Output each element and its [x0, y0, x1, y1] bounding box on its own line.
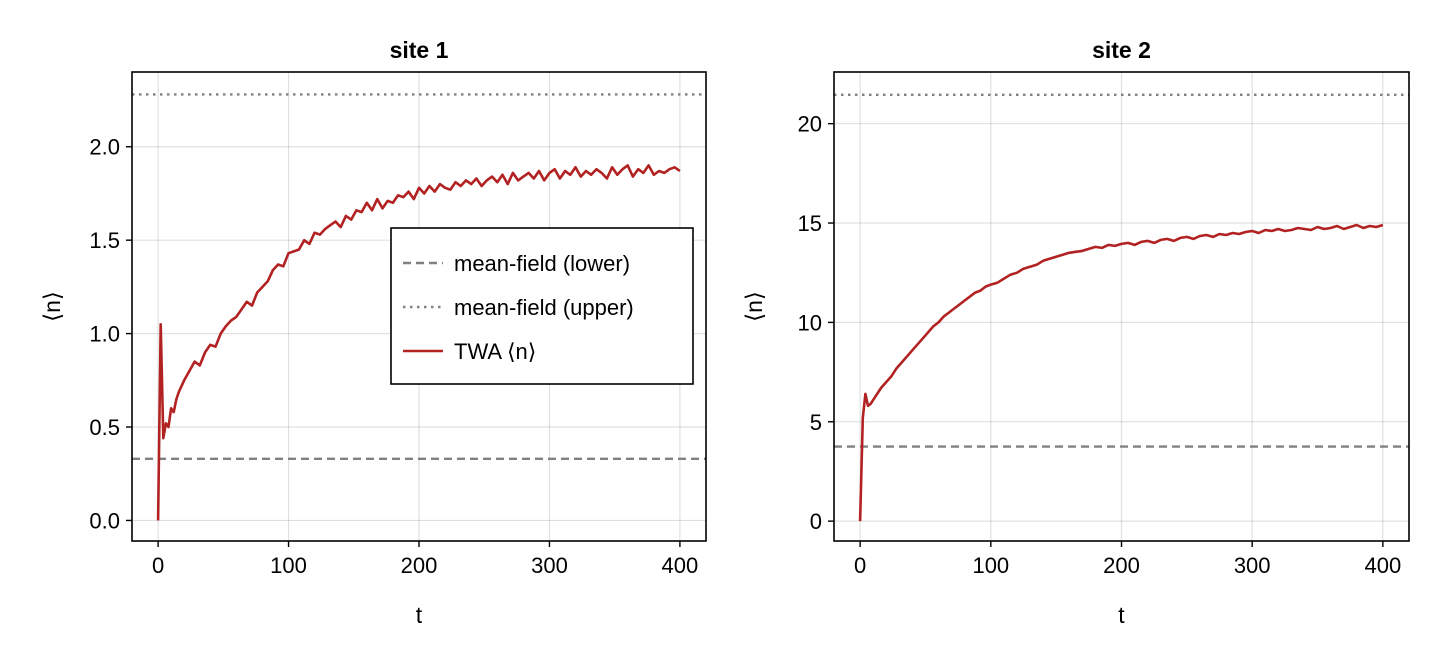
panel-site-1: 0 100 200 300 400 0.0 0.5 1.0 1.5 2.0 site 1 t ⟨n⟩ me… [39, 37, 707, 628]
panel-site-2: 0 100 200 300 400 0 5 10 15 20 site 2 t ⟨n⟩ [741, 37, 1410, 628]
y-tick-label: 2.0 [89, 135, 120, 160]
y-axis-label: ⟨n⟩ [741, 291, 767, 322]
x-tick-label: 200 [1103, 553, 1140, 578]
y-tick-label: 20 [798, 112, 822, 137]
y-tick-label: 15 [798, 211, 822, 236]
x-tick-label: 300 [531, 553, 568, 578]
legend-entry-mean-field-upper: mean-field (upper) [403, 295, 634, 320]
legend-label: mean-field (lower) [454, 251, 630, 276]
x-tick-label: 100 [972, 553, 1009, 578]
legend-entry-mean-field-lower: mean-field (lower) [403, 251, 630, 276]
x-axis-label: t [1118, 602, 1125, 628]
y-tick-label: 10 [798, 310, 822, 335]
plot-area [834, 93, 1409, 522]
x-tick-label: 0 [854, 553, 866, 578]
legend-label: TWA ⟨n⟩ [454, 339, 536, 364]
legend-label: mean-field (upper) [454, 295, 634, 320]
x-tick-label: 100 [270, 553, 307, 578]
x-axis-label: t [416, 602, 423, 628]
y-tick-label: 1.5 [89, 228, 120, 253]
x-tick-label: 200 [401, 553, 438, 578]
chart-title: site 2 [1092, 37, 1151, 63]
x-tick-label: 400 [662, 553, 699, 578]
x-tick-label: 300 [1234, 553, 1271, 578]
y-tick-label: 0 [810, 509, 822, 534]
plot-area [132, 93, 706, 521]
y-tick-label: 0.0 [89, 508, 120, 533]
y-tick-label: 1.0 [89, 322, 120, 347]
legend-entry-twa: TWA ⟨n⟩ [403, 339, 536, 364]
twa-series-line [858, 223, 1384, 522]
legend-box [390, 227, 694, 385]
y-tick-label: 0.5 [89, 415, 120, 440]
legend: mean-field (lower) mean-field (upper) TWA … [390, 227, 694, 385]
chart-title: site 1 [390, 37, 449, 63]
x-tick-label: 400 [1365, 553, 1402, 578]
y-tick-label: 5 [810, 410, 822, 435]
twa-series-line [156, 164, 681, 521]
y-axis-label: ⟨n⟩ [39, 291, 65, 322]
x-tick-label: 0 [152, 553, 164, 578]
